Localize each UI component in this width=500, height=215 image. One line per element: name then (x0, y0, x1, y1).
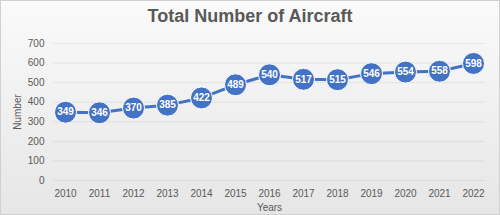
svg-text:2010: 2010 (54, 188, 77, 199)
svg-text:385: 385 (159, 99, 176, 110)
svg-text:517: 517 (295, 74, 312, 85)
svg-text:554: 554 (397, 66, 414, 77)
svg-text:Years: Years (257, 202, 282, 213)
svg-text:346: 346 (91, 107, 108, 118)
svg-text:700: 700 (28, 38, 45, 49)
svg-text:2011: 2011 (89, 188, 111, 199)
svg-text:370: 370 (125, 102, 142, 113)
svg-text:2013: 2013 (156, 188, 179, 199)
svg-text:2016: 2016 (258, 188, 281, 199)
svg-text:0: 0 (39, 175, 45, 186)
svg-text:600: 600 (28, 57, 45, 68)
svg-text:2021: 2021 (428, 188, 451, 199)
svg-text:540: 540 (261, 69, 278, 80)
svg-text:2015: 2015 (224, 188, 247, 199)
svg-text:2019: 2019 (360, 188, 383, 199)
svg-text:2020: 2020 (394, 188, 417, 199)
svg-text:400: 400 (28, 96, 45, 107)
svg-text:422: 422 (193, 92, 210, 103)
svg-text:200: 200 (28, 136, 45, 147)
svg-text:300: 300 (28, 116, 45, 127)
svg-text:489: 489 (227, 79, 244, 90)
svg-text:2022: 2022 (462, 188, 485, 199)
svg-text:546: 546 (363, 68, 380, 79)
html-text:Total Number of Aircraft: Total Number of Aircraft (147, 6, 353, 26)
svg-text:2014: 2014 (190, 188, 213, 199)
svg-text:515: 515 (329, 74, 346, 85)
svg-text:598: 598 (465, 58, 482, 69)
svg-text:500: 500 (28, 77, 45, 88)
svg-text:100: 100 (28, 155, 45, 166)
svg-text:2018: 2018 (326, 188, 349, 199)
svg-text:349: 349 (57, 106, 74, 117)
svg-text:2017: 2017 (292, 188, 315, 199)
svg-text:Number: Number (12, 94, 23, 130)
svg-text:2012: 2012 (122, 188, 145, 199)
svg-text:558: 558 (431, 65, 448, 76)
